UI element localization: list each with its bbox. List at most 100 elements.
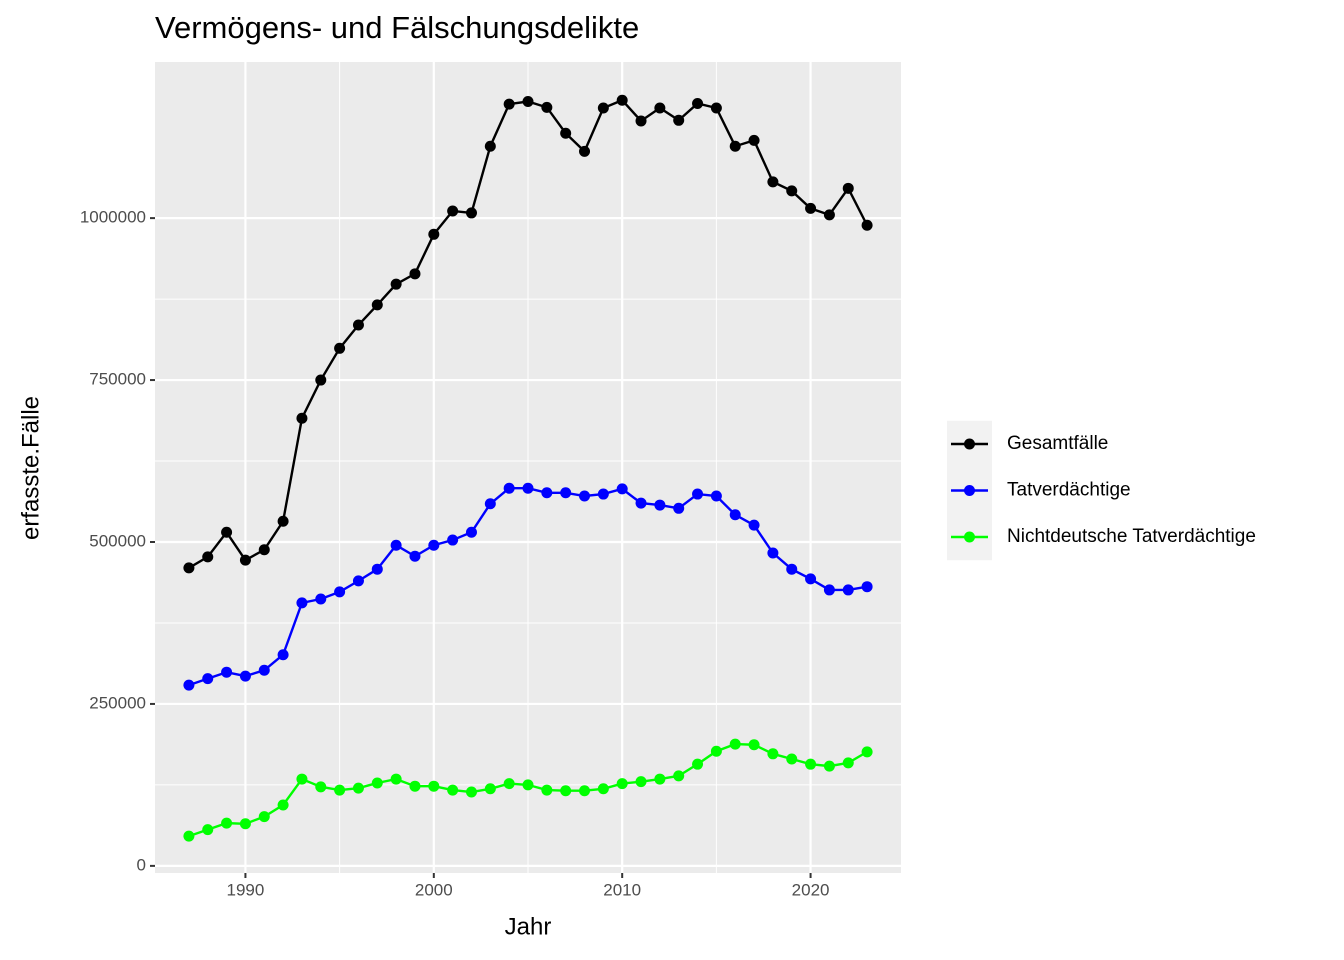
data-point — [315, 593, 327, 605]
data-point — [484, 498, 496, 510]
data-point — [296, 773, 308, 785]
data-point — [315, 781, 327, 793]
data-point — [673, 502, 685, 514]
data-point — [371, 777, 383, 789]
data-point — [748, 134, 760, 146]
data-point — [484, 140, 496, 152]
data-point — [560, 487, 572, 499]
data-point — [503, 778, 515, 790]
data-point — [221, 817, 233, 829]
data-point — [277, 515, 289, 527]
data-point — [692, 488, 704, 500]
data-point — [296, 597, 308, 609]
data-point — [202, 551, 214, 563]
data-point — [239, 670, 251, 682]
data-point — [183, 830, 195, 842]
data-point — [692, 97, 704, 109]
legend-label: Gesamtfälle — [1007, 433, 1108, 454]
data-point — [842, 757, 854, 769]
legend-key-point — [964, 438, 975, 450]
data-point — [183, 562, 195, 574]
data-point — [371, 299, 383, 311]
legend-key-point — [964, 531, 975, 543]
y-tick-label: 1000000 — [80, 208, 146, 227]
data-point — [654, 499, 666, 511]
x-tick-label: 2020 — [792, 880, 830, 899]
data-point — [428, 780, 440, 792]
data-point — [635, 776, 647, 788]
data-point — [221, 526, 233, 538]
data-point — [352, 575, 364, 587]
data-point — [258, 811, 270, 823]
data-point — [748, 739, 760, 751]
y-axis-title: erfasste.Fälle — [17, 396, 44, 540]
legend-label: Nichtdeutsche Tatverdächtige — [1007, 526, 1256, 547]
y-tick-label: 750000 — [89, 370, 146, 389]
data-point — [673, 114, 685, 126]
data-point — [616, 94, 628, 106]
data-point — [522, 779, 534, 791]
data-point — [786, 185, 798, 197]
y-tick-label: 250000 — [89, 693, 146, 712]
data-point — [409, 268, 421, 280]
data-point — [484, 783, 496, 795]
data-point — [710, 490, 722, 502]
data-point — [579, 490, 591, 502]
data-point — [842, 584, 854, 596]
data-point — [635, 497, 647, 509]
data-point — [767, 748, 779, 760]
data-point — [522, 96, 534, 108]
chart-title: Vermögens- und Fälschungsdelikte — [155, 10, 639, 45]
data-point — [277, 649, 289, 661]
data-point — [465, 786, 477, 798]
data-point — [786, 563, 798, 575]
data-point — [579, 785, 591, 797]
legend-label: Tatverdächtige — [1007, 480, 1131, 501]
data-point — [823, 584, 835, 596]
data-point — [465, 207, 477, 219]
data-point — [334, 342, 346, 354]
legend-key-point — [964, 485, 975, 496]
data-point — [258, 544, 270, 556]
data-point — [239, 554, 251, 566]
data-point — [805, 202, 817, 214]
data-point — [579, 145, 591, 157]
data-point — [428, 539, 440, 551]
data-point — [729, 509, 741, 521]
data-point — [805, 758, 817, 770]
data-point — [221, 666, 233, 678]
data-point — [296, 412, 308, 424]
data-point — [315, 374, 327, 386]
data-point — [710, 102, 722, 114]
data-point — [616, 778, 628, 790]
data-point — [654, 773, 666, 785]
data-point — [409, 780, 421, 792]
data-point — [409, 550, 421, 562]
data-point — [239, 818, 251, 830]
data-point — [390, 278, 402, 290]
data-point — [447, 205, 459, 217]
data-point — [202, 824, 214, 836]
data-point — [673, 770, 685, 782]
data-point — [541, 487, 553, 499]
y-tick-label: 0 — [137, 855, 146, 874]
x-tick-label: 1990 — [227, 880, 265, 899]
data-point — [352, 319, 364, 331]
data-point — [635, 115, 647, 127]
data-point — [352, 782, 364, 794]
x-tick-label: 2010 — [603, 880, 641, 899]
data-point — [729, 140, 741, 152]
data-point — [560, 785, 572, 797]
data-point — [277, 799, 289, 811]
x-axis-title: Jahr — [505, 913, 552, 940]
data-point — [541, 101, 553, 113]
data-point — [503, 98, 515, 110]
data-point — [597, 102, 609, 114]
data-point — [597, 783, 609, 795]
data-point — [560, 127, 572, 139]
data-point — [823, 760, 835, 772]
data-point — [202, 673, 214, 685]
data-point — [447, 534, 459, 546]
